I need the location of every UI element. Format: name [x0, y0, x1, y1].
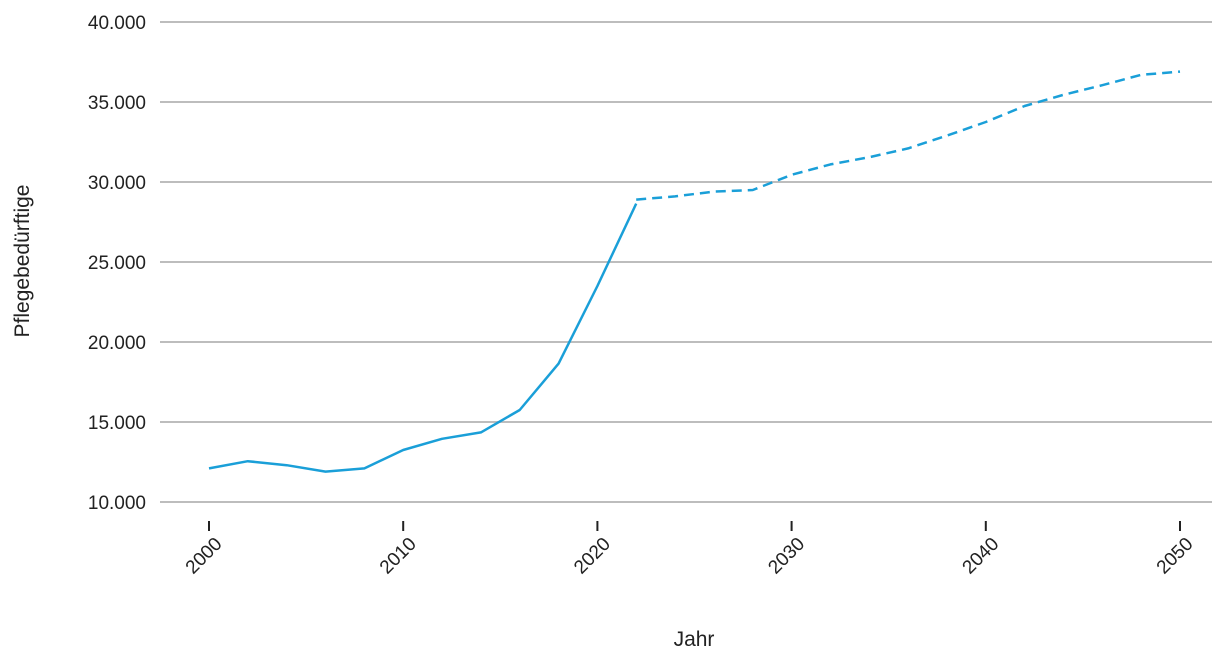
x-tick-label: 2040	[959, 534, 1004, 579]
x-tick-label: 2050	[1153, 534, 1198, 579]
y-axis-title: Pflegebedürftige	[11, 185, 34, 338]
y-tick-label: 15.000	[88, 413, 146, 434]
grid-lines	[160, 21, 1212, 503]
x-tick-label: 2000	[182, 534, 227, 579]
series-line-dashed	[636, 70, 1181, 201]
y-tick-label: 40.000	[88, 13, 146, 34]
series-line-solid	[208, 203, 638, 473]
x-tick-label: 2020	[570, 534, 615, 579]
y-tick-label: 30.000	[88, 173, 146, 194]
x-tick-label: 2030	[764, 534, 809, 579]
x-axis-ticks: 2000 2010 2020 2030 2040 2050	[182, 521, 1198, 578]
x-axis-title: Jahr	[674, 628, 715, 651]
y-tick-label: 35.000	[88, 93, 146, 114]
series-lines	[208, 70, 1181, 473]
x-tick-label: 2010	[376, 534, 421, 579]
y-tick-label: 10.000	[88, 493, 146, 514]
y-axis-ticks: 10.000 15.000 20.000 25.000 30.000 35.000 40.0…	[88, 13, 146, 514]
y-tick-label: 25.000	[88, 253, 146, 274]
y-tick-label: 20.000	[88, 333, 146, 354]
